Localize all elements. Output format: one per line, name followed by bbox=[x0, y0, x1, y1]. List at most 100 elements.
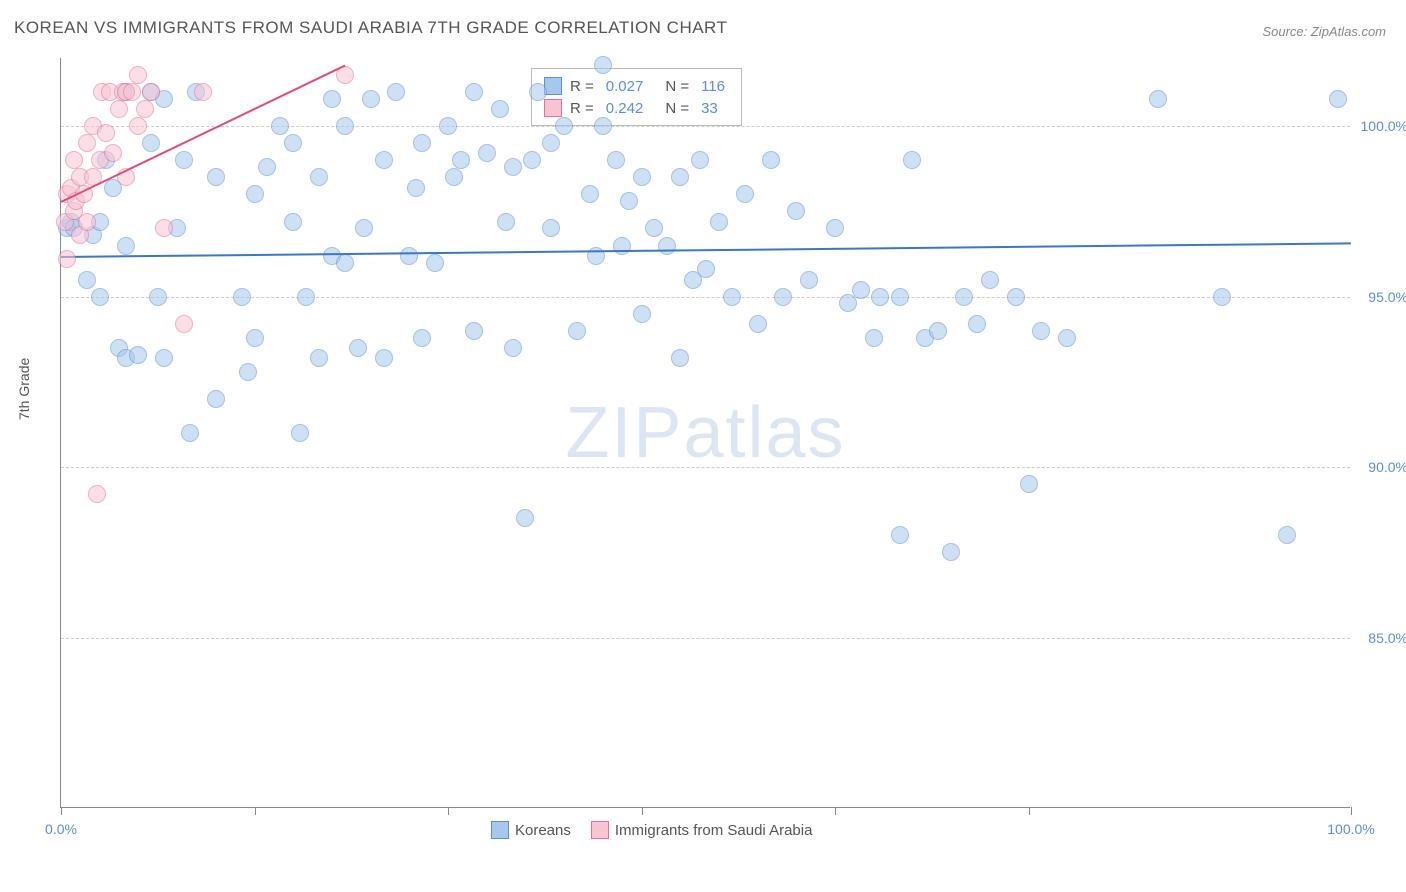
data-point bbox=[542, 219, 560, 237]
data-point bbox=[497, 213, 515, 231]
data-point bbox=[1213, 288, 1231, 306]
data-point bbox=[736, 185, 754, 203]
data-point bbox=[865, 329, 883, 347]
legend-label: Immigrants from Saudi Arabia bbox=[615, 822, 813, 839]
data-point bbox=[942, 543, 960, 561]
xtick bbox=[448, 807, 449, 815]
data-point bbox=[362, 90, 380, 108]
data-point bbox=[465, 83, 483, 101]
data-point bbox=[407, 179, 425, 197]
data-point bbox=[465, 322, 483, 340]
ytick-label: 95.0% bbox=[1368, 289, 1406, 305]
legend-stat-row: R =0.242N =33 bbox=[544, 97, 729, 119]
data-point bbox=[504, 339, 522, 357]
ytick-label: 100.0% bbox=[1361, 118, 1406, 134]
data-point bbox=[88, 485, 106, 503]
data-point bbox=[310, 168, 328, 186]
data-point bbox=[104, 144, 122, 162]
data-point bbox=[142, 83, 160, 101]
data-point bbox=[607, 151, 625, 169]
data-point bbox=[955, 288, 973, 306]
data-point bbox=[633, 305, 651, 323]
data-point bbox=[91, 288, 109, 306]
data-point bbox=[981, 271, 999, 289]
data-point bbox=[774, 288, 792, 306]
data-point bbox=[239, 363, 257, 381]
data-point bbox=[387, 83, 405, 101]
data-point bbox=[413, 134, 431, 152]
data-point bbox=[445, 168, 463, 186]
data-point bbox=[271, 117, 289, 135]
data-point bbox=[581, 185, 599, 203]
data-point bbox=[310, 349, 328, 367]
data-point bbox=[129, 117, 147, 135]
data-point bbox=[1032, 322, 1050, 340]
xtick bbox=[61, 807, 62, 815]
data-point bbox=[691, 151, 709, 169]
data-point bbox=[117, 237, 135, 255]
data-point bbox=[194, 83, 212, 101]
ytick-label: 85.0% bbox=[1368, 630, 1406, 646]
legend-series: KoreansImmigrants from Saudi Arabia bbox=[491, 821, 812, 839]
xtick bbox=[255, 807, 256, 815]
data-point bbox=[891, 288, 909, 306]
data-point bbox=[349, 339, 367, 357]
data-point bbox=[523, 151, 541, 169]
data-point bbox=[413, 329, 431, 347]
watermark: ZIPatlas bbox=[565, 392, 845, 474]
data-point bbox=[749, 315, 767, 333]
data-point bbox=[297, 288, 315, 306]
data-point bbox=[478, 144, 496, 162]
xtick bbox=[1351, 807, 1352, 815]
data-point bbox=[671, 168, 689, 186]
data-point bbox=[891, 526, 909, 544]
data-point bbox=[155, 219, 173, 237]
legend-swatch bbox=[591, 821, 609, 839]
gridline bbox=[61, 638, 1350, 639]
data-point bbox=[671, 349, 689, 367]
data-point bbox=[762, 151, 780, 169]
data-point bbox=[1278, 526, 1296, 544]
data-point bbox=[594, 117, 612, 135]
data-point bbox=[246, 185, 264, 203]
data-point bbox=[78, 271, 96, 289]
gridline bbox=[61, 297, 1350, 298]
data-point bbox=[65, 151, 83, 169]
data-point bbox=[504, 158, 522, 176]
data-point bbox=[594, 56, 612, 74]
data-point bbox=[207, 390, 225, 408]
xtick-label: 0.0% bbox=[45, 821, 77, 837]
data-point bbox=[426, 254, 444, 272]
data-point bbox=[336, 254, 354, 272]
data-point bbox=[620, 192, 638, 210]
data-point bbox=[110, 100, 128, 118]
data-point bbox=[78, 134, 96, 152]
data-point bbox=[181, 424, 199, 442]
data-point bbox=[400, 247, 418, 265]
data-point bbox=[1149, 90, 1167, 108]
data-point bbox=[516, 509, 534, 527]
gridline bbox=[61, 467, 1350, 468]
data-point bbox=[136, 100, 154, 118]
data-point bbox=[284, 213, 302, 231]
data-point bbox=[175, 315, 193, 333]
data-point bbox=[1020, 475, 1038, 493]
data-point bbox=[258, 158, 276, 176]
data-point bbox=[968, 315, 986, 333]
data-point bbox=[291, 424, 309, 442]
data-point bbox=[697, 260, 715, 278]
data-point bbox=[129, 346, 147, 364]
data-point bbox=[723, 288, 741, 306]
data-point bbox=[787, 202, 805, 220]
data-point bbox=[529, 83, 547, 101]
data-point bbox=[826, 219, 844, 237]
data-point bbox=[658, 237, 676, 255]
data-point bbox=[1058, 329, 1076, 347]
data-point bbox=[852, 281, 870, 299]
gridline bbox=[61, 126, 1350, 127]
data-point bbox=[233, 288, 251, 306]
xtick-label: 100.0% bbox=[1327, 821, 1374, 837]
ytick-label: 90.0% bbox=[1368, 459, 1406, 475]
data-point bbox=[1329, 90, 1347, 108]
data-point bbox=[97, 124, 115, 142]
